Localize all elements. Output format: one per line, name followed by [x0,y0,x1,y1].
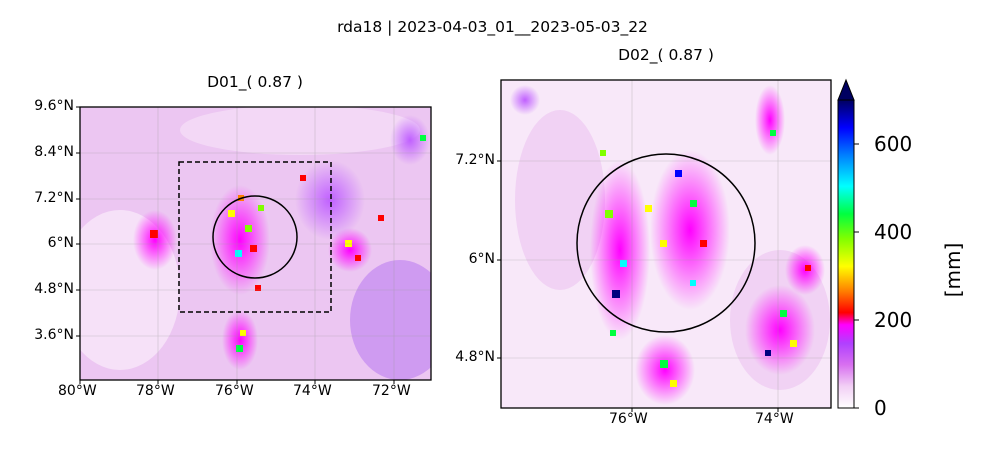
colorbar-tick: 0 [874,396,887,420]
d01-xtick: 78°W [136,383,175,399]
d01-ytick: 7.2°N [34,190,74,206]
d01-xtick: 80°W [58,383,97,399]
panel-d01-map [80,107,431,380]
panel-d02-tickmarks [497,160,779,412]
d01-xtick: 72°W [372,383,411,399]
panel-d01-title: D01_( 0.87 ) [207,73,303,91]
d02-domain-box [178,161,332,313]
colorbar [837,78,859,409]
colorbar-tick: 400 [874,220,913,244]
panel-d02-map [501,80,831,408]
colorbar-label: [mm] [941,242,965,298]
d02-xtick: 74°W [755,411,794,427]
panel-d02-frame [500,79,832,409]
d02-ytick: 4.8°N [455,349,495,365]
d01-ytick: 3.6°N [34,327,74,343]
d01-ytick: 8.4°N [34,144,74,160]
d01-region-circle [212,195,298,279]
d01-xtick: 74°W [293,383,332,399]
panel-d01-tickmarks [76,106,395,384]
d02-xtick: 76°W [609,411,648,427]
d01-ytick: 9.6°N [34,98,74,114]
d02-precip-cells [600,130,811,387]
d02-ytick: 6°N [468,251,495,267]
colorbar-tick: 600 [874,132,913,156]
colorbar-tick: 200 [874,308,913,332]
colorbar-extend-arrow [837,78,855,101]
d01-ytick: 4.8°N [34,281,74,297]
figure-title: rda18 | 2023-04-03_01__2023-05-03_22 [337,18,648,36]
panel-d02-gridlines [501,80,831,408]
d01-ytick: 6°N [47,235,74,251]
d02-ytick: 7.2°N [455,152,495,168]
d01-xtick: 76°W [215,383,254,399]
panel-d01-gridlines [80,107,431,380]
panel-d02-title: D02_( 0.87 ) [618,46,714,64]
d02-region-circle [576,153,756,333]
